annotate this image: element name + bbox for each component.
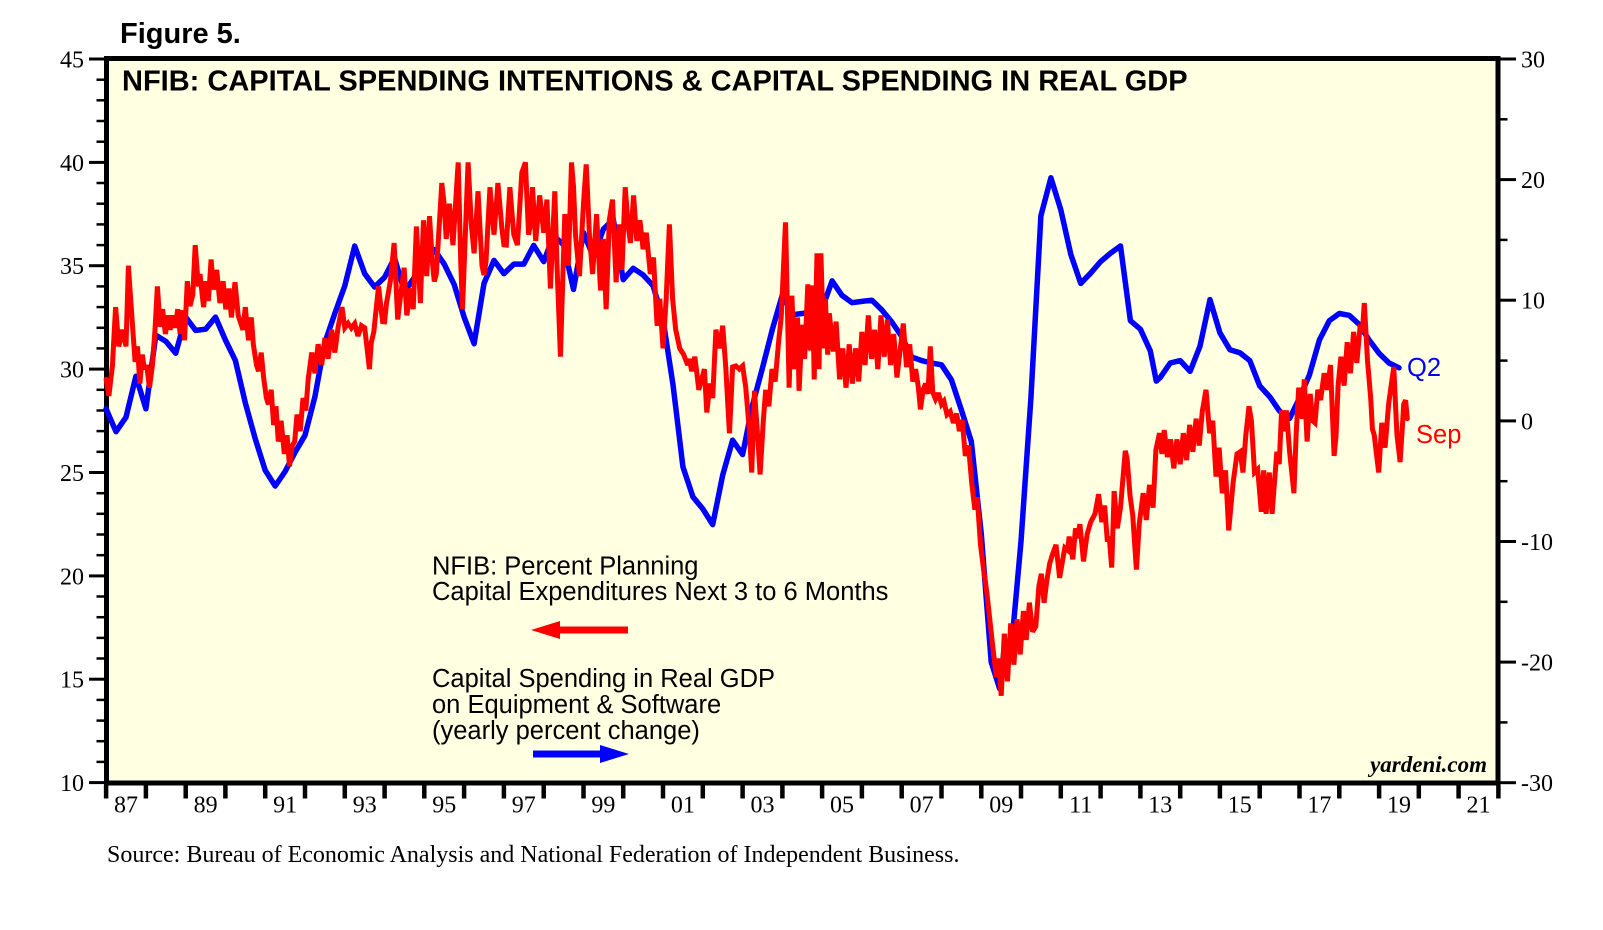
svg-text:-20: -20: [1521, 651, 1553, 677]
svg-text:10: 10: [1521, 289, 1545, 315]
svg-text:Capital Expenditures Next 3 to: Capital Expenditures Next 3 to 6 Months: [432, 578, 888, 606]
svg-text:25: 25: [60, 461, 84, 487]
svg-text:-30: -30: [1521, 771, 1553, 797]
svg-text:17: 17: [1307, 793, 1331, 819]
svg-text:20: 20: [1521, 168, 1545, 194]
svg-text:40: 40: [60, 151, 84, 177]
svg-text:on Equipment & Software: on Equipment & Software: [432, 691, 721, 719]
svg-text:30: 30: [1521, 48, 1545, 74]
svg-text:07: 07: [910, 793, 934, 819]
svg-text:19: 19: [1387, 793, 1411, 819]
svg-text:yardeni.com: yardeni.com: [1367, 752, 1487, 777]
svg-text:97: 97: [512, 793, 536, 819]
svg-text:87: 87: [114, 793, 138, 819]
svg-text:-10: -10: [1521, 530, 1553, 556]
svg-text:(yearly percent change): (yearly percent change): [432, 717, 700, 745]
svg-text:10: 10: [60, 771, 84, 797]
svg-text:Source: Bureau of Economic Ana: Source: Bureau of Economic Analysis and …: [107, 842, 959, 868]
svg-text:99: 99: [591, 793, 615, 819]
svg-text:Q2: Q2: [1407, 354, 1441, 382]
svg-text:0: 0: [1521, 409, 1533, 435]
svg-text:35: 35: [60, 254, 84, 280]
svg-text:20: 20: [60, 564, 84, 590]
svg-text:30: 30: [60, 358, 84, 384]
svg-text:15: 15: [1228, 793, 1252, 819]
svg-text:45: 45: [60, 48, 84, 74]
svg-text:89: 89: [194, 793, 218, 819]
svg-text:Capital Spending in Real GDP: Capital Spending in Real GDP: [432, 665, 775, 693]
svg-text:05: 05: [830, 793, 854, 819]
svg-text:11: 11: [1069, 793, 1092, 819]
svg-text:09: 09: [989, 793, 1013, 819]
svg-text:15: 15: [60, 668, 84, 694]
svg-text:Figure 5.: Figure 5.: [120, 18, 241, 50]
svg-text:01: 01: [671, 793, 695, 819]
svg-text:21: 21: [1467, 793, 1491, 819]
svg-text:91: 91: [273, 793, 297, 819]
svg-text:Sep: Sep: [1416, 421, 1461, 449]
svg-text:95: 95: [432, 793, 456, 819]
svg-text:03: 03: [751, 793, 775, 819]
svg-text:13: 13: [1148, 793, 1172, 819]
svg-text:NFIB: Percent Planning: NFIB: Percent Planning: [432, 553, 698, 581]
svg-text:93: 93: [353, 793, 377, 819]
svg-text:NFIB: CAPITAL SPENDING INTENTI: NFIB: CAPITAL SPENDING INTENTIONS & CAPI…: [122, 66, 1188, 98]
